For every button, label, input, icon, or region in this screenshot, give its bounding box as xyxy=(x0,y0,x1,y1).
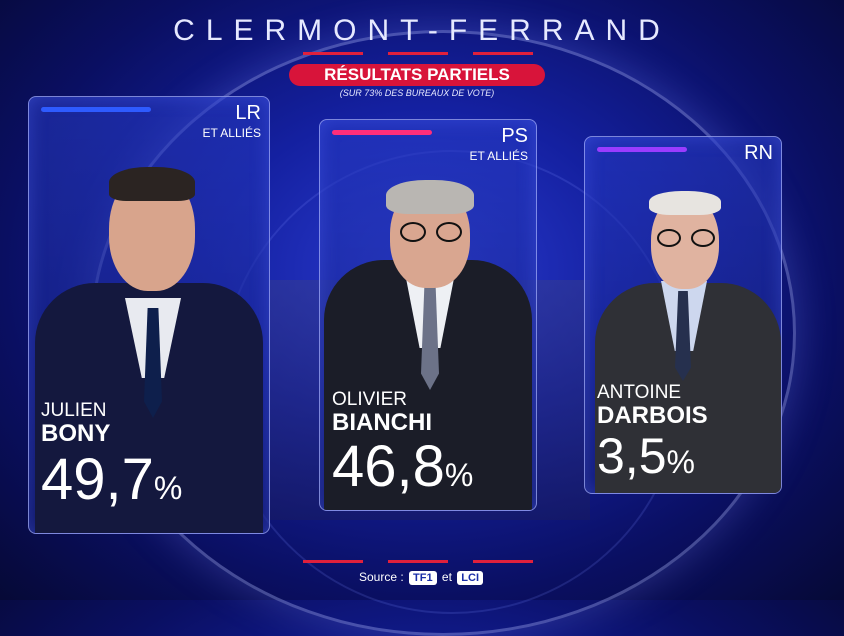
last-name: DARBOIS xyxy=(597,402,708,429)
party-sub: ET ALLIÉS xyxy=(469,149,528,163)
candidate-photo xyxy=(29,133,269,533)
lci-logo: LCI xyxy=(457,570,484,585)
party-label: LR ET ALLIÉS xyxy=(203,103,261,139)
title-rule xyxy=(473,52,533,55)
party-name: RN xyxy=(744,142,773,164)
candidate-name: OLIVIER BIANCHI xyxy=(332,390,432,435)
candidate-score: 46,8% xyxy=(332,438,473,496)
results-note: (SUR 73% DES BUREAUX DE VOTE) xyxy=(339,88,495,98)
party-accent-bar xyxy=(41,107,151,112)
party-accent-bar xyxy=(597,147,687,152)
party-sub: ET ALLIÉS xyxy=(202,126,261,140)
tf1-logo: TF1 xyxy=(409,570,437,585)
candidate-score: 49,7% xyxy=(41,451,182,509)
last-name: BIANCHI xyxy=(332,409,432,436)
score-percent: % xyxy=(444,457,474,493)
source-label: Source : xyxy=(358,570,404,584)
candidate-card-lr: LR ET ALLIÉS JULIEN BONY 49,7% xyxy=(28,96,270,534)
source-conjunction: et xyxy=(441,570,452,584)
candidate-name: JULIEN BONY xyxy=(41,401,110,446)
candidate-photo xyxy=(320,150,536,510)
score-percent: % xyxy=(666,444,695,480)
candidate-card-ps: PS ET ALLIÉS OLIVIER BIANCHI 46,8% xyxy=(319,119,537,511)
party-name: PS xyxy=(501,125,528,147)
first-name: ANTOINE xyxy=(597,382,682,403)
candidate-photo xyxy=(585,163,781,493)
first-name: OLIVIER xyxy=(332,389,407,410)
score-percent: % xyxy=(153,470,183,506)
party-accent-bar xyxy=(332,130,432,135)
results-banner: RÉSULTATS PARTIELS xyxy=(289,64,545,86)
footer-rule xyxy=(303,560,363,563)
candidate-name: ANTOINE DARBOIS xyxy=(597,383,708,428)
candidate-card-rn: RN ANTOINE DARBOIS 3,5% xyxy=(584,136,782,494)
candidate-score: 3,5% xyxy=(597,431,695,481)
first-name: JULIEN xyxy=(41,400,107,421)
footer-rule xyxy=(473,560,533,563)
party-label: PS ET ALLIÉS xyxy=(470,126,528,162)
party-name: LR xyxy=(235,102,261,124)
score-value: 3,5 xyxy=(597,428,667,484)
page-title: CLERMONT-FERRAND xyxy=(173,14,671,47)
last-name: BONY xyxy=(41,420,111,447)
party-label: RN xyxy=(744,143,773,163)
footer-rule xyxy=(388,560,448,563)
title-rule xyxy=(388,52,448,55)
source-line: Source : TF1 et LCI xyxy=(0,570,844,585)
score-value: 49,7 xyxy=(41,447,154,512)
title-rule xyxy=(303,52,363,55)
score-value: 46,8 xyxy=(332,434,445,499)
